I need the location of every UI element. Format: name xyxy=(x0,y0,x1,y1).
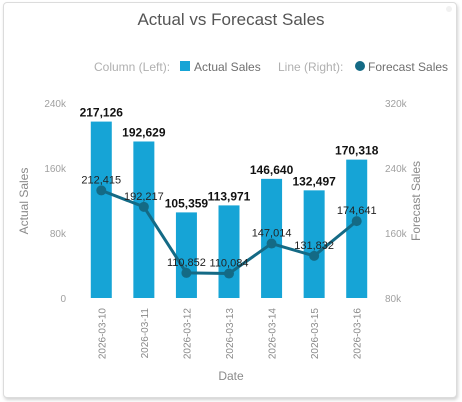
actual-sales-bar[interactable] xyxy=(261,178,283,298)
x-axis: 2026-03-10 2026-03-11 2026-03-12 2026-03-13… xyxy=(97,308,363,360)
y-left-tick-label: 80k xyxy=(50,229,67,240)
actual-sales-data-labels: 217,126 192,629 105,359 113,971 146,640132,4… xyxy=(80,106,379,211)
actual-sales-value-label: 113,971 xyxy=(208,189,251,203)
actual-sales-value-label: 132,497 xyxy=(292,174,336,188)
forecast-sales-point[interactable] xyxy=(224,268,234,279)
forecast-sales-line xyxy=(96,185,362,279)
actual-sales-bars xyxy=(90,121,368,298)
forecast-sales-value-label: 110,852 xyxy=(167,257,206,269)
actual-sales-bar[interactable] xyxy=(218,205,240,298)
x-tick-label: 2026-03-16 xyxy=(353,308,364,360)
forecast-sales-value-label: 192,217 xyxy=(124,191,164,203)
y-right-tick-label: 240k xyxy=(385,164,408,175)
forecast-sales-value-label: 212,415 xyxy=(81,174,121,186)
chart-card xyxy=(3,2,457,398)
actual-sales-bar[interactable] xyxy=(133,141,155,298)
legend-actual-sales-swatch xyxy=(180,61,190,71)
forecast-sales-value-label: 110,084 xyxy=(210,258,249,270)
chart-title: Actual vs Forecast Sales xyxy=(137,10,324,29)
forecast-sales-point[interactable] xyxy=(351,216,362,227)
y-right-tick-label: 80k xyxy=(385,294,402,305)
y-left-axis: 0 80k 160k 240k xyxy=(44,99,67,305)
legend-line-group-label: Line (Right): xyxy=(278,60,343,74)
legend-actual-sales-label[interactable]: Actual Sales xyxy=(194,60,261,74)
x-tick-label: 2026-03-12 xyxy=(182,308,193,360)
actual-sales-value-label: 105,359 xyxy=(165,196,209,210)
forecast-sales-point[interactable] xyxy=(96,185,107,196)
x-tick-label: 2026-03-11 xyxy=(140,308,151,359)
y-left-tick-label: 240k xyxy=(44,99,67,110)
x-tick-label: 2026-03-15 xyxy=(310,308,321,360)
forecast-sales-point[interactable] xyxy=(181,267,192,278)
forecast-sales-value-label: 131,832 xyxy=(294,240,334,252)
forecast-sales-point[interactable] xyxy=(138,201,149,212)
y-right-tick-label: 320k xyxy=(385,99,408,110)
actual-sales-value-label: 192,629 xyxy=(122,125,166,139)
y-right-axis-title: Forecast Sales xyxy=(409,161,423,241)
x-tick-label: 2026-03-13 xyxy=(225,308,236,360)
actual-sales-bar[interactable] xyxy=(303,190,325,298)
y-left-tick-label: 160k xyxy=(44,164,67,175)
actual-sales-value-label: 217,126 xyxy=(80,106,124,120)
actual-sales-bar[interactable] xyxy=(346,159,368,298)
corner-dot-icon xyxy=(446,6,452,12)
legend-forecast-sales-swatch xyxy=(355,61,365,71)
legend-column-group-label: Column (Left): xyxy=(94,60,170,74)
actual-sales-value-label: 170,318 xyxy=(335,144,379,158)
forecast-sales-value-label: 174,641 xyxy=(337,205,377,217)
x-tick-label: 2026-03-10 xyxy=(97,308,108,360)
forecast-sales-point[interactable] xyxy=(266,238,277,249)
actual-sales-bar[interactable] xyxy=(175,212,197,298)
actual-sales-value-label: 146,640 xyxy=(250,163,294,177)
x-axis-title: Date xyxy=(218,369,244,383)
y-right-tick-label: 160k xyxy=(385,229,408,240)
y-left-tick-label: 0 xyxy=(60,294,66,305)
legend-forecast-sales-label[interactable]: Forecast Sales xyxy=(368,60,448,74)
forecast-sales-point[interactable] xyxy=(309,250,320,261)
x-tick-label: 2026-03-14 xyxy=(268,308,279,360)
y-left-axis-title: Actual Sales xyxy=(17,168,31,235)
legend: Column (Left): Actual Sales Line (Right)… xyxy=(94,60,448,74)
actual-sales-bar[interactable] xyxy=(90,121,112,298)
forecast-sales-value-label: 147,014 xyxy=(252,228,292,240)
y-right-axis: 80k 160k 240k 320k xyxy=(385,99,408,305)
